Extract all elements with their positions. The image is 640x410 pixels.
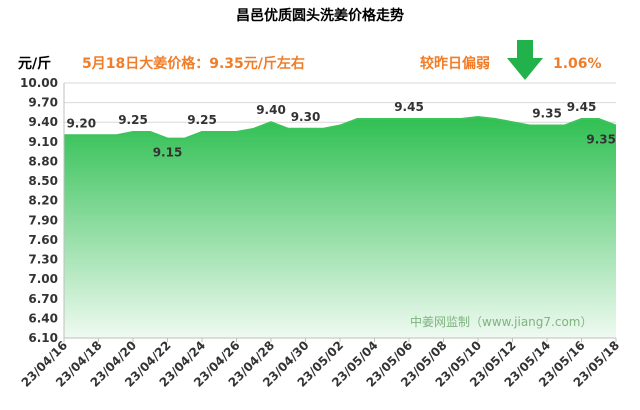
data-label: 9.35 — [586, 133, 616, 147]
y-tick-label: 10.00 — [20, 76, 58, 90]
y-tick-label: 8.20 — [28, 194, 58, 208]
y-tick-label: 7.60 — [28, 233, 58, 247]
data-label: 9.30 — [291, 110, 321, 124]
data-label: 9.25 — [187, 113, 217, 127]
chart-title: 昌邑优质圆头洗姜价格走势 — [236, 7, 404, 24]
data-label: 9.35 — [532, 107, 562, 121]
y-tick-label: 7.90 — [28, 213, 58, 227]
change-value: 1.06% — [553, 56, 602, 72]
y-axis-unit: 元/斤 — [18, 55, 51, 72]
y-tick-label: 7.00 — [28, 272, 58, 286]
data-label: 9.15 — [153, 146, 183, 160]
y-axis: 10.00 9.70 9.40 9.10 8.80 8.50 8.20 7.90 7.60 7.3… — [20, 76, 58, 345]
down-arrow-icon — [507, 40, 543, 80]
data-label: 9.45 — [567, 100, 597, 114]
y-tick-label: 8.50 — [28, 174, 58, 188]
data-label: 9.45 — [394, 100, 424, 114]
watermark: 中姜网监制（www.jiang7.com） — [410, 314, 592, 329]
price-line — [64, 115, 617, 140]
y-tick-label: 6.70 — [28, 292, 58, 306]
y-tick-label: 9.10 — [28, 135, 58, 149]
data-labels: 9.20 9.25 9.15 9.25 9.40 9.30 9.45 9.35 9.45 9.35 — [66, 100, 616, 160]
y-tick-label: 6.10 — [28, 331, 58, 345]
y-tick-label: 6.40 — [28, 311, 58, 325]
y-tick-label: 9.40 — [28, 115, 58, 129]
change-label: 较昨日偏弱 — [420, 55, 490, 72]
y-tick-label: 8.80 — [28, 154, 58, 168]
price-area — [64, 117, 616, 338]
data-label: 9.25 — [118, 113, 148, 127]
data-label: 9.20 — [66, 116, 96, 130]
y-tick-label: 7.30 — [28, 253, 58, 267]
data-label: 9.40 — [256, 103, 286, 117]
y-tick-label: 9.70 — [28, 96, 58, 110]
price-note: 5月18日大姜价格：9.35元/斤左右 — [82, 55, 305, 72]
